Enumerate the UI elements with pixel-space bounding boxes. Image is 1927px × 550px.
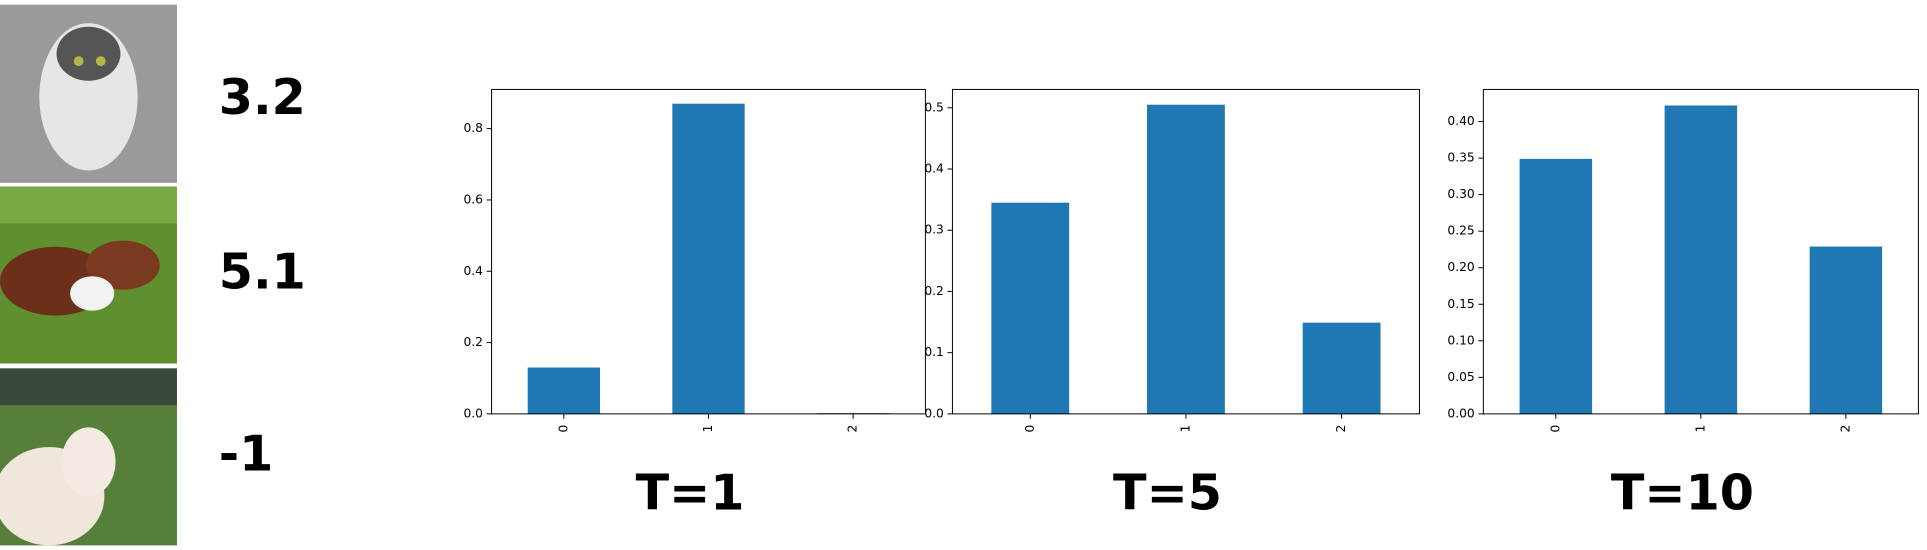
cow-photo: [0, 368, 177, 546]
y-tick-label: 0.35: [1447, 151, 1474, 165]
y-tick-label: 0.0: [463, 406, 483, 420]
chart-caption: T=1: [636, 464, 745, 522]
x-tick-label: 1: [701, 425, 715, 433]
y-tick-label: 0.5: [924, 100, 944, 114]
chart-caption: T=5: [1113, 464, 1222, 522]
axes-frame: [491, 88, 926, 415]
logit: -1: [219, 424, 274, 482]
y-tick-label: 0.25: [1447, 224, 1474, 238]
y-tick-label: 0.00: [1447, 406, 1474, 420]
x-tick-label: 2: [1838, 425, 1852, 433]
y-tick-label: 0.8: [463, 121, 483, 135]
y-tick-label: 0.6: [463, 192, 483, 206]
bar: [1519, 158, 1593, 414]
bar: [672, 103, 745, 414]
y-tick-label: 0.10: [1447, 333, 1474, 347]
x-tick-label: 1: [1178, 425, 1192, 433]
y-tick-label: 0.40: [1447, 114, 1474, 128]
y-tick-label: 0.30: [1447, 187, 1474, 201]
y-tick-label: 0.0: [924, 406, 944, 420]
y-tick-label: 0.2: [463, 335, 483, 349]
x-tick-label: 2: [1334, 425, 1348, 433]
axes-frame: [951, 88, 1420, 415]
y-tick-label: 0.4: [924, 162, 944, 176]
bar: [1664, 105, 1738, 414]
x-tick-label: 0: [1023, 425, 1037, 433]
y-tick-label: 0.2: [924, 284, 944, 298]
y-tick-label: 0.05: [1447, 370, 1474, 384]
x-tick-label: 1: [1693, 425, 1707, 433]
dog-photo: [0, 186, 177, 364]
x-tick-label: 0: [1548, 425, 1562, 433]
chart-caption: T=10: [1611, 464, 1754, 522]
bar: [1147, 104, 1225, 414]
bar: [991, 202, 1070, 414]
logit: 3.2: [219, 68, 306, 126]
y-tick-label: 0.15: [1447, 297, 1474, 311]
logit: 5.1: [219, 243, 306, 301]
cat-photo: [0, 4, 177, 183]
axes-frame: [1482, 88, 1919, 415]
bar: [1302, 322, 1381, 414]
x-tick-label: 0: [556, 425, 570, 433]
bar: [1809, 246, 1883, 414]
y-tick-label: 0.20: [1447, 260, 1474, 274]
bar: [527, 367, 601, 414]
y-tick-label: 0.1: [924, 345, 944, 359]
y-tick-label: 0.4: [463, 264, 483, 278]
y-tick-label: 0.3: [924, 223, 944, 237]
x-tick-label: 2: [846, 425, 860, 433]
